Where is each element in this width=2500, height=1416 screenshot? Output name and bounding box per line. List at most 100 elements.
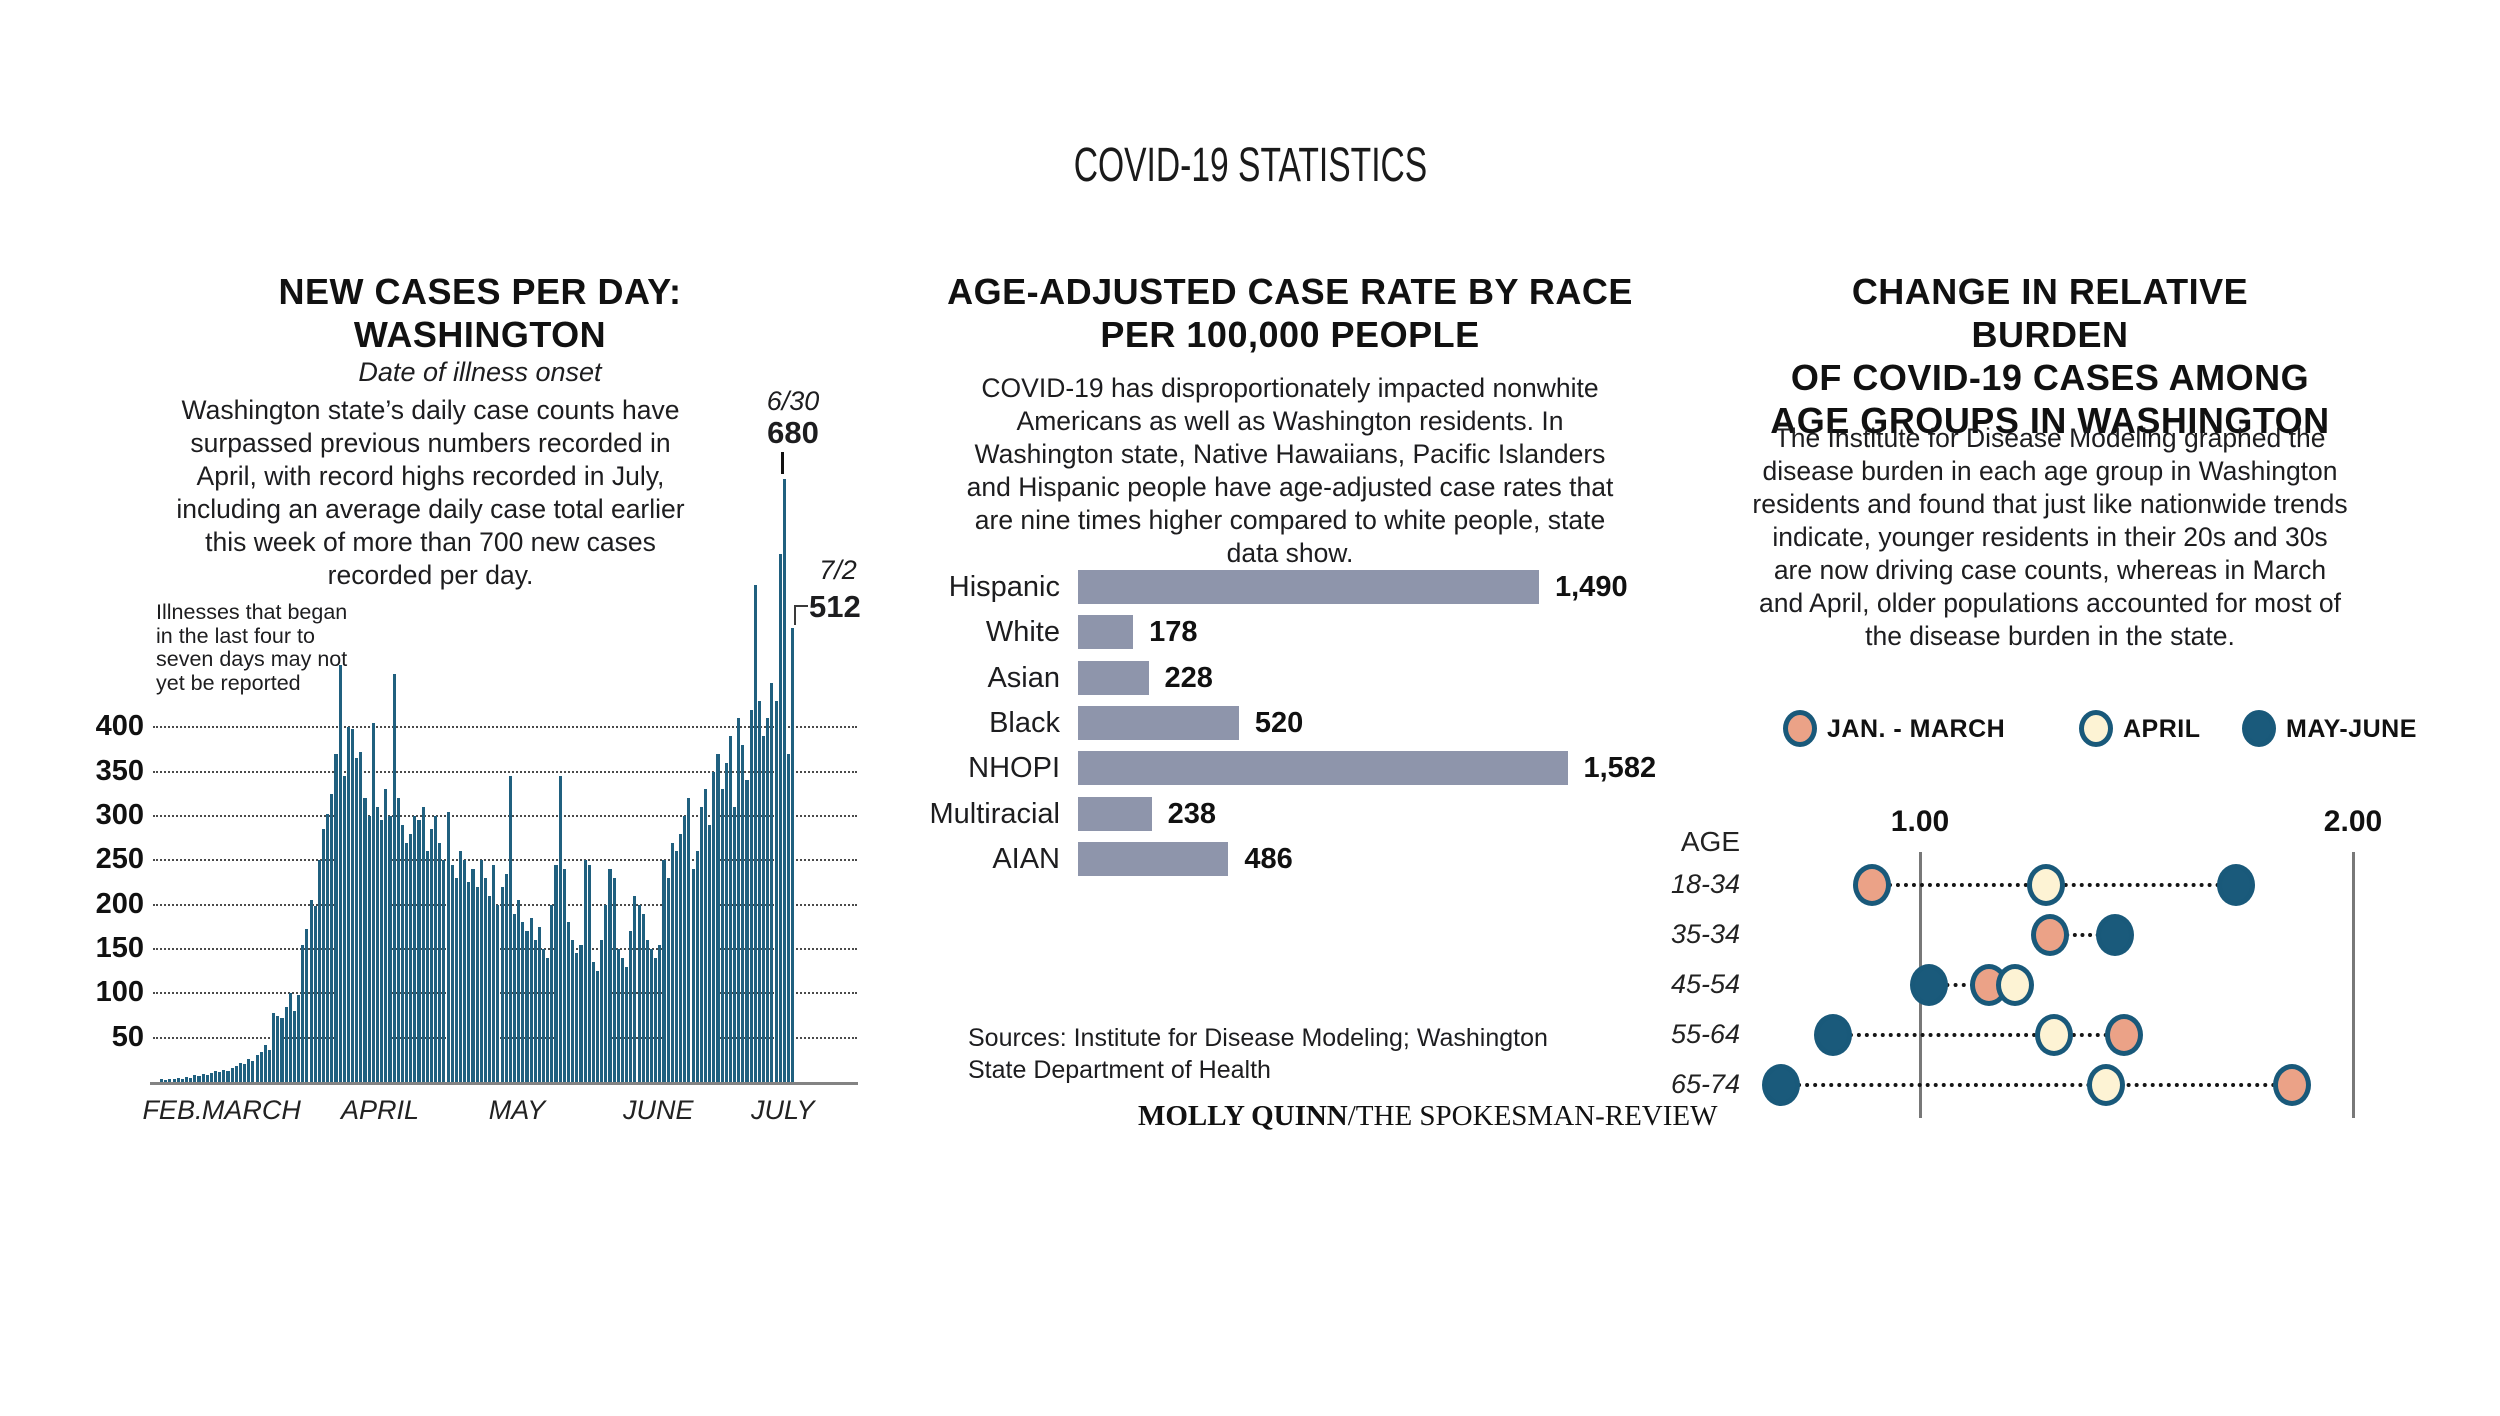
bar [542, 949, 546, 1083]
row-label: 65-74 [1670, 1069, 1740, 1099]
category-label: Hispanic [948, 571, 1060, 603]
dot-april [2027, 864, 2065, 906]
bar [703, 789, 708, 1082]
bar [741, 744, 745, 1082]
bar [475, 886, 479, 1082]
bar [733, 807, 737, 1082]
bar [201, 1074, 205, 1082]
y-axis-label: 100 [95, 976, 144, 1009]
bar [791, 627, 795, 1082]
bar [479, 860, 483, 1083]
bar [546, 957, 550, 1082]
bar [288, 993, 292, 1082]
bar [757, 700, 762, 1082]
bar [429, 829, 434, 1082]
bar [596, 971, 600, 1082]
value-label: 520 [1254, 706, 1304, 739]
bar [1078, 796, 1152, 831]
bar [442, 860, 446, 1083]
bar [184, 1076, 189, 1082]
bar [255, 1055, 259, 1082]
bar [575, 953, 579, 1082]
grid-line [153, 726, 857, 729]
race-rate-description: COVID-19 has disproportionately impacted… [966, 373, 1614, 568]
bar [263, 1044, 267, 1082]
bar [363, 798, 367, 1082]
bar [384, 789, 388, 1082]
bar [608, 869, 612, 1082]
bar [666, 878, 670, 1082]
bar [280, 1018, 284, 1082]
bar [276, 1016, 280, 1082]
bar [670, 842, 674, 1082]
x-axis-line [150, 1082, 858, 1085]
bar [438, 842, 442, 1082]
bar [737, 718, 741, 1082]
x-axis-month-label: APRIL [341, 1095, 420, 1125]
bar [500, 886, 504, 1082]
bar [724, 762, 728, 1082]
x-axis-month-label: JUNE [622, 1095, 694, 1125]
bar [616, 949, 620, 1083]
dot-april [2087, 1064, 2125, 1106]
bar [558, 776, 562, 1082]
grid-line [153, 770, 857, 773]
legend-label-jan_march: JAN. - MARCH [1827, 715, 2006, 743]
x-axis-month-label: MAY [488, 1095, 546, 1125]
page-title-text: COVID-19 STATISTICS [1073, 139, 1427, 192]
bar [243, 1064, 247, 1082]
bar [612, 878, 616, 1082]
bar [268, 1050, 272, 1082]
bar [450, 864, 454, 1082]
bar [172, 1079, 176, 1082]
bar [641, 913, 645, 1082]
dot-april [2035, 1014, 2073, 1056]
page-title: COVID-19 STATISTICS [0, 138, 2500, 193]
dot-jan_march [2105, 1014, 2143, 1056]
bar [214, 1071, 218, 1082]
bar [238, 1062, 243, 1082]
bar [716, 753, 720, 1082]
bar [525, 931, 529, 1082]
y-axis-label: 50 [111, 1020, 144, 1053]
bar [305, 929, 309, 1082]
bar [446, 811, 450, 1082]
grid-line [153, 814, 857, 817]
connector-line [1781, 1083, 2293, 1087]
annotation-last-value: 512 [809, 589, 861, 624]
bar [342, 776, 346, 1082]
bar [1078, 615, 1134, 650]
bar [371, 722, 375, 1082]
connector-line [2049, 933, 2115, 937]
bar [753, 585, 757, 1082]
bar [297, 995, 301, 1082]
bar [554, 864, 558, 1082]
bar [562, 869, 566, 1082]
bar [164, 1080, 168, 1082]
bar [529, 917, 533, 1082]
bar [326, 814, 330, 1082]
bar [234, 1066, 238, 1082]
bar [749, 709, 753, 1082]
bar [591, 962, 595, 1082]
dot-may_june [1762, 1064, 1800, 1106]
bar [1078, 660, 1149, 695]
bar [160, 1079, 164, 1082]
bar [708, 824, 712, 1082]
bar [471, 869, 475, 1082]
bar [483, 878, 488, 1082]
age-burden-description: The Institute for Disease Modeling graph… [1752, 423, 2348, 651]
race-rate-title-line2: PER 100,000 PEOPLE [1100, 314, 1480, 355]
sources-text: Sources: Institute for Disease Modeling;… [968, 1024, 1548, 1084]
bar [454, 878, 458, 1082]
x-tick-label: 2.00 [2323, 805, 2383, 838]
byline-author: MOLLY QUINN [1138, 1100, 1348, 1132]
byline-publication: /THE SPOKESMAN-REVIEW [1347, 1100, 1718, 1132]
x-axis-month-label: MARCH [201, 1095, 301, 1125]
bar [658, 944, 662, 1082]
bar [695, 851, 699, 1082]
value-label: 178 [1149, 616, 1198, 649]
bar [637, 904, 641, 1082]
